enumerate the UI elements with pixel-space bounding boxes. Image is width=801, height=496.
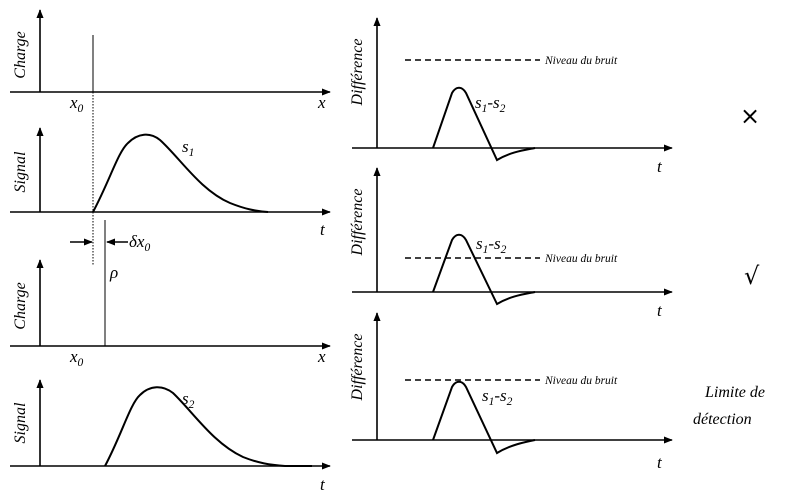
diff3-ylabel: Différence: [349, 334, 366, 402]
signal-bottom-xlabel: t: [320, 475, 326, 494]
diff3-series-label: s1-s2: [482, 386, 513, 408]
diff1-curve: [432, 86, 536, 162]
rho-label: ρ: [109, 263, 118, 282]
difference-panel-3: Différence Niveau du bruit s1-s2 t Limit…: [349, 312, 765, 472]
charge-top-panel: Charge x0 x: [10, 9, 331, 115]
diff2-curve: [432, 233, 536, 306]
delta-x0-label: δx0: [129, 232, 150, 254]
charge-top-x0-label: x0: [69, 93, 84, 115]
diff3-xlabel: t: [657, 453, 663, 472]
difference-panel-1: Différence Niveau du bruit s1-s2 t ×: [349, 17, 760, 176]
diff1-noise-label: Niveau du bruit: [544, 55, 618, 67]
diff2-ylabel: Différence: [349, 189, 366, 257]
offset-annotation: δx0 ρ: [70, 220, 150, 346]
fail-cross-mark: ×: [740, 102, 760, 130]
diff1-series-label: s1-s2: [475, 93, 506, 115]
s2-label: s2: [182, 389, 195, 411]
diff3-curve: [432, 380, 536, 455]
s2-curve: [104, 386, 312, 467]
charge-bottom-ylabel: Charge: [12, 282, 29, 329]
signal-top-xlabel: t: [320, 220, 326, 239]
pass-check-mark: √: [744, 262, 760, 290]
diff2-series-label: s1-s2: [476, 234, 507, 256]
detection-limit-line1: Limite de: [704, 384, 765, 401]
signal-bottom-panel: Signal s2 t: [10, 379, 331, 494]
detection-limit-line2: détection: [693, 411, 752, 428]
charge-bottom-panel: Charge x0 x: [10, 259, 331, 369]
diff3-noise-label: Niveau du bruit: [544, 375, 618, 387]
charge-bottom-x0-label: x0: [69, 347, 84, 369]
s1-label: s1: [182, 137, 194, 159]
s1-curve: [92, 133, 269, 213]
diff2-noise-label: Niveau du bruit: [544, 253, 618, 265]
diff1-xlabel: t: [657, 157, 663, 176]
signal-bottom-ylabel: Signal: [12, 402, 29, 443]
diff2-xlabel: t: [657, 301, 663, 320]
charge-top-xlabel: x: [317, 93, 326, 112]
difference-panel-2: Différence Niveau du bruit s1-s2 t √: [349, 167, 760, 320]
charge-top-ylabel: Charge: [12, 31, 29, 78]
signal-top-ylabel: Signal: [12, 151, 29, 192]
diff1-ylabel: Différence: [349, 39, 366, 107]
charge-bottom-xlabel: x: [317, 347, 326, 366]
signal-top-panel: Signal s1 t: [10, 92, 331, 265]
